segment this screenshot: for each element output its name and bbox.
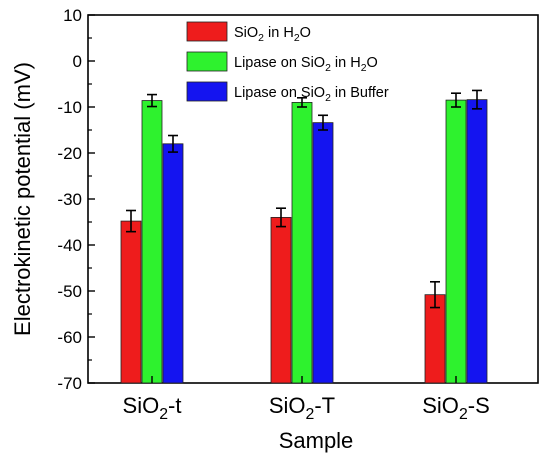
y-tick-label: -60 xyxy=(57,328,82,347)
legend-swatch-1 xyxy=(186,21,228,42)
legend: SiO2 in H2O Lipase on SiO2 in H2O Lipase o… xyxy=(186,21,389,104)
x-axis-title: Sample xyxy=(279,428,354,453)
bar-2-3 xyxy=(445,99,467,384)
bars xyxy=(120,99,488,384)
bar-2-2 xyxy=(291,102,313,384)
y-axis-title: Electrokinetic potential (mV) xyxy=(10,62,35,336)
y-tick-label: 0 xyxy=(73,52,82,71)
x-tick-label-1: SiO2-t xyxy=(123,393,182,423)
legend-label-1: SiO2 in H2O xyxy=(234,25,311,44)
y-tick-label: -70 xyxy=(57,374,82,393)
y-axis-ticks: 10 0 -10 -20 -30 -40 -50 -60 -70 xyxy=(57,6,95,393)
x-tick-label-3: SiO2-S xyxy=(422,393,490,423)
legend-label-2: Lipase on SiO2 in H2O xyxy=(234,55,378,74)
bar-2-1 xyxy=(141,100,163,384)
legend-swatch-3 xyxy=(186,81,228,102)
y-tick-label: -10 xyxy=(57,98,82,117)
bar-3-2 xyxy=(312,122,334,384)
legend-swatch-2 xyxy=(186,51,228,72)
y-tick-label: -50 xyxy=(57,282,82,301)
error-bars xyxy=(126,89,482,309)
bar-3-3 xyxy=(466,99,488,384)
x-axis-category-labels: SiO2-t SiO2-T SiO2-S xyxy=(123,376,490,423)
y-tick-label: 10 xyxy=(63,6,82,25)
x-tick-label-2: SiO2-T xyxy=(269,393,335,423)
y-tick-label: -40 xyxy=(57,236,82,255)
bar-3-1 xyxy=(162,143,184,384)
y-tick-label: -30 xyxy=(57,190,82,209)
bar-1-2 xyxy=(270,216,292,384)
legend-label-3: Lipase on SiO2 in Buffer xyxy=(234,85,389,104)
bar-1-1 xyxy=(120,220,142,384)
y-tick-label: -20 xyxy=(57,144,82,163)
